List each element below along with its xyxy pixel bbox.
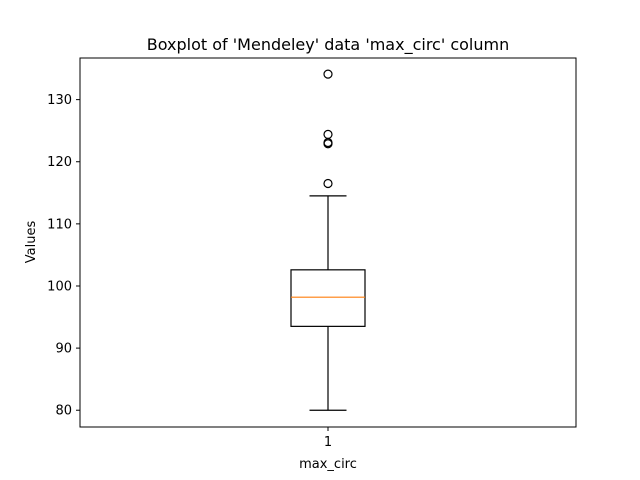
x-axis-label: max_circ bbox=[299, 457, 357, 472]
outlier-point bbox=[323, 178, 333, 189]
plot-area-frame bbox=[79, 57, 577, 428]
box-series bbox=[290, 69, 366, 411]
outlier-point bbox=[323, 69, 333, 79]
y-tick-label: 100 bbox=[47, 279, 72, 294]
y-tick-label: 90 bbox=[55, 342, 72, 357]
y-tick-label: 120 bbox=[47, 155, 72, 170]
x-axis-ticks: 1 bbox=[324, 427, 332, 450]
y-tick-label: 80 bbox=[55, 404, 72, 419]
y-tick-label: 110 bbox=[47, 217, 72, 232]
y-axis-ticks: 80 90 100 110 120 130 bbox=[47, 93, 80, 419]
outlier-point bbox=[323, 129, 333, 140]
x-tick-label: 1 bbox=[324, 435, 332, 450]
interquartile-box bbox=[290, 269, 366, 327]
chart-title: Boxplot of 'Mendeley' data 'max_circ' co… bbox=[147, 35, 509, 55]
y-axis-label: Values bbox=[24, 221, 39, 264]
y-tick-label: 130 bbox=[47, 93, 72, 108]
